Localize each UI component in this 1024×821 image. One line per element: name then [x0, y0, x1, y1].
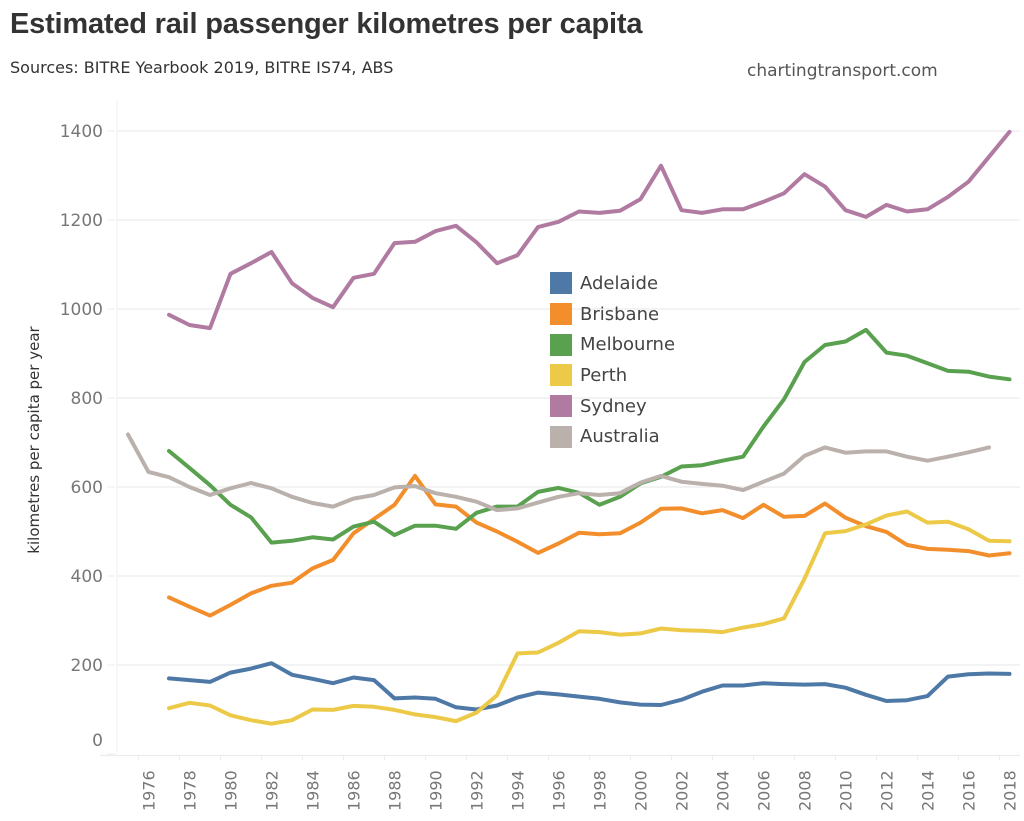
series-line-adelaide[interactable]: [167, 661, 1012, 712]
y-tick-label: 0: [92, 731, 103, 751]
legend-swatch: [550, 333, 572, 356]
x-tick-label: 2010: [837, 770, 856, 811]
legend-label: Melbourne: [580, 334, 676, 356]
series-line-brisbane[interactable]: [167, 473, 1012, 618]
x-tick-label: 2014: [919, 770, 938, 811]
legend-label: Sydney: [580, 395, 647, 417]
x-tick-label: 2004: [714, 770, 733, 811]
legend-item-melbourne[interactable]: Melbourne: [550, 329, 675, 360]
x-tick-label: 1976: [140, 770, 159, 811]
series-line-australia[interactable]: [126, 432, 991, 513]
legend-swatch: [550, 364, 572, 387]
x-tick-label: 2016: [960, 770, 979, 811]
legend-item-sydney[interactable]: Sydney: [550, 391, 675, 422]
legend-swatch: [550, 272, 572, 295]
series-line-melbourne[interactable]: [167, 327, 1012, 545]
legend-label: Perth: [580, 364, 628, 386]
x-tick-label: 1982: [263, 770, 282, 811]
y-tick-label: 200: [71, 656, 103, 676]
axes: [100, 100, 1020, 760]
x-tick-label: 1996: [550, 770, 569, 811]
x-tick-label: 1990: [427, 770, 446, 811]
x-tick-label: 2002: [673, 770, 692, 811]
series-line-sydney[interactable]: [167, 129, 1012, 331]
legend-item-perth[interactable]: Perth: [550, 360, 675, 391]
series-lines: [126, 129, 1012, 726]
x-tick-label: 1978: [181, 770, 200, 811]
credit-text: chartingtransport.com: [747, 61, 938, 81]
x-tick-label: 1994: [509, 770, 528, 811]
x-tick-label: 2000: [632, 770, 651, 811]
legend-label: Australia: [580, 426, 660, 448]
y-tick-label: 1200: [60, 211, 103, 231]
legend-label: Adelaide: [580, 272, 659, 294]
chart-subtitle: Sources: BITRE Yearbook 2019, BITRE IS74…: [10, 58, 394, 77]
legend-swatch: [550, 425, 572, 448]
x-tick-label: 1980: [222, 770, 241, 811]
y-tick-label: 600: [71, 478, 103, 498]
x-tick-label: 2018: [1001, 770, 1020, 811]
x-tick-label: 2006: [755, 770, 774, 811]
x-tick-label: 2008: [796, 770, 815, 811]
x-tick-label: 1988: [386, 770, 405, 811]
y-tick-label: 1000: [60, 300, 103, 320]
y-tick-label: 800: [71, 389, 103, 409]
x-tick-label: 1992: [468, 770, 487, 811]
x-tick-label: 2012: [878, 770, 897, 811]
legend-item-brisbane[interactable]: Brisbane: [550, 299, 675, 330]
series-line-perth[interactable]: [167, 509, 1012, 726]
y-tick-labels: 0 200 400 600 800 1000 1200 1400: [60, 122, 103, 751]
chart-title: Estimated rail passenger kilometres per …: [10, 8, 643, 40]
x-tick-labels: 1976 1978 1980 1982 1984 1986 1988 1990 1992 1994…: [140, 770, 1020, 811]
x-tick-label: 1984: [304, 770, 323, 811]
legend: Adelaide Brisbane Melbourne Perth Sydney Aust…: [550, 268, 675, 452]
legend-item-adelaide[interactable]: Adelaide: [550, 268, 675, 299]
y-tick-label: 400: [71, 567, 103, 587]
x-tick-label: 1998: [591, 770, 610, 811]
legend-item-australia[interactable]: Australia: [550, 421, 675, 452]
x-tick-label: 1986: [345, 770, 364, 811]
legend-swatch: [550, 303, 572, 326]
legend-swatch: [550, 395, 572, 418]
legend-label: Brisbane: [580, 303, 660, 325]
y-tick-label: 1400: [60, 122, 103, 142]
